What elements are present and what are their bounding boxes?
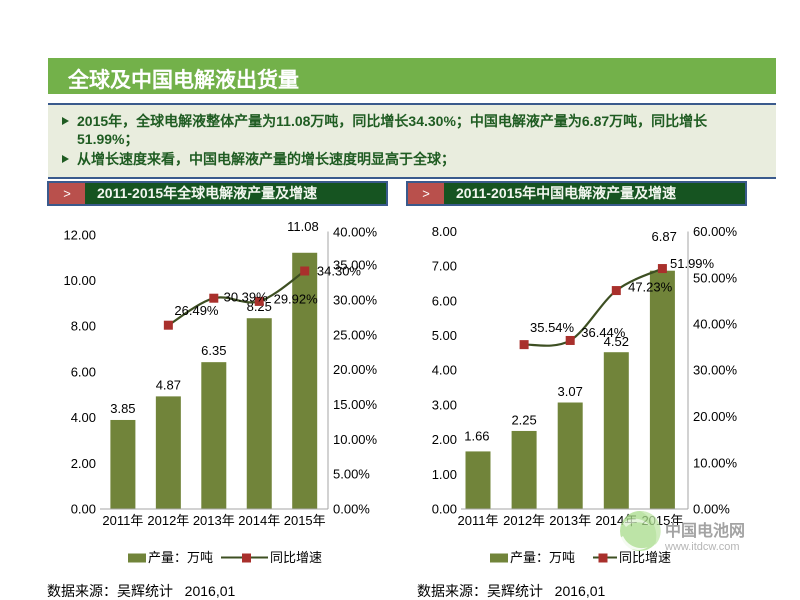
svg-text:34.30%: 34.30% bbox=[317, 264, 362, 279]
svg-text:6.00: 6.00 bbox=[432, 293, 457, 308]
svg-text:5.00%: 5.00% bbox=[333, 467, 370, 482]
svg-text:26.49%: 26.49% bbox=[174, 303, 219, 318]
svg-text:0.00%: 0.00% bbox=[693, 502, 730, 517]
svg-text:47.23%: 47.23% bbox=[628, 279, 673, 294]
svg-text:0.00: 0.00 bbox=[71, 502, 96, 517]
svg-text:3.85: 3.85 bbox=[110, 401, 135, 416]
svg-text:30.00%: 30.00% bbox=[693, 363, 738, 378]
svg-text:2011年: 2011年 bbox=[458, 513, 499, 528]
svg-text:60.00%: 60.00% bbox=[693, 224, 738, 239]
svg-text:2015年: 2015年 bbox=[284, 513, 326, 528]
svg-text:15.00%: 15.00% bbox=[333, 397, 378, 412]
svg-text:20.00%: 20.00% bbox=[693, 409, 738, 424]
svg-text:6.87: 6.87 bbox=[652, 229, 677, 244]
svg-text:20.00%: 20.00% bbox=[333, 362, 378, 377]
svg-text:8.00: 8.00 bbox=[71, 319, 96, 334]
svg-text:11.08: 11.08 bbox=[287, 219, 319, 234]
svg-text:8.00: 8.00 bbox=[432, 224, 457, 239]
svg-text:25.00%: 25.00% bbox=[333, 327, 378, 342]
svg-text:10.00%: 10.00% bbox=[693, 455, 738, 470]
svg-text:2.25: 2.25 bbox=[511, 413, 536, 428]
svg-text:0.00%: 0.00% bbox=[333, 502, 370, 517]
svg-text:3.00: 3.00 bbox=[432, 397, 457, 412]
svg-text:2014年: 2014年 bbox=[238, 513, 280, 528]
svg-text:中国电池网: 中国电池网 bbox=[665, 521, 745, 540]
svg-text:2011年: 2011年 bbox=[102, 513, 143, 528]
svg-text:36.44%: 36.44% bbox=[581, 325, 626, 340]
svg-text:35.54%: 35.54% bbox=[530, 320, 575, 335]
svg-text:0.00: 0.00 bbox=[432, 502, 457, 517]
svg-text:4.00: 4.00 bbox=[432, 363, 457, 378]
svg-text:产量：万吨: 产量：万吨 bbox=[510, 550, 575, 565]
svg-text:5.00: 5.00 bbox=[432, 328, 457, 343]
svg-text:30.00%: 30.00% bbox=[333, 292, 378, 307]
svg-text:同比增速: 同比增速 bbox=[619, 550, 671, 565]
svg-text:产量：万吨: 产量：万吨 bbox=[148, 550, 213, 565]
svg-text:40.00%: 40.00% bbox=[693, 317, 738, 332]
svg-text:29.92%: 29.92% bbox=[274, 292, 319, 307]
svg-text:同比增速: 同比增速 bbox=[270, 550, 322, 565]
svg-text:7.00: 7.00 bbox=[432, 259, 457, 274]
svg-text:2012年: 2012年 bbox=[147, 513, 189, 528]
svg-text:2013年: 2013年 bbox=[193, 513, 235, 528]
svg-text:3.07: 3.07 bbox=[558, 384, 583, 399]
svg-text:10.00: 10.00 bbox=[63, 273, 96, 288]
svg-text:6.00: 6.00 bbox=[71, 364, 96, 379]
svg-text:40.00%: 40.00% bbox=[333, 225, 378, 240]
svg-text:50.00%: 50.00% bbox=[693, 270, 738, 285]
svg-text:2013年: 2013年 bbox=[549, 513, 591, 528]
svg-text:4.87: 4.87 bbox=[156, 377, 181, 392]
svg-text:1.66: 1.66 bbox=[464, 428, 489, 443]
svg-text:www.itdcw.com: www.itdcw.com bbox=[664, 541, 740, 553]
svg-text:2.00: 2.00 bbox=[71, 456, 96, 471]
svg-text:2.00: 2.00 bbox=[432, 432, 457, 447]
svg-text:51.99%: 51.99% bbox=[670, 256, 715, 271]
svg-text:6.35: 6.35 bbox=[201, 343, 226, 358]
svg-text:10.00%: 10.00% bbox=[333, 432, 378, 447]
svg-text:1.00: 1.00 bbox=[432, 467, 457, 482]
svg-text:12.00: 12.00 bbox=[63, 227, 96, 242]
svg-text:2012年: 2012年 bbox=[503, 513, 545, 528]
svg-text:4.00: 4.00 bbox=[71, 410, 96, 425]
svg-text:30.39%: 30.39% bbox=[224, 290, 269, 305]
